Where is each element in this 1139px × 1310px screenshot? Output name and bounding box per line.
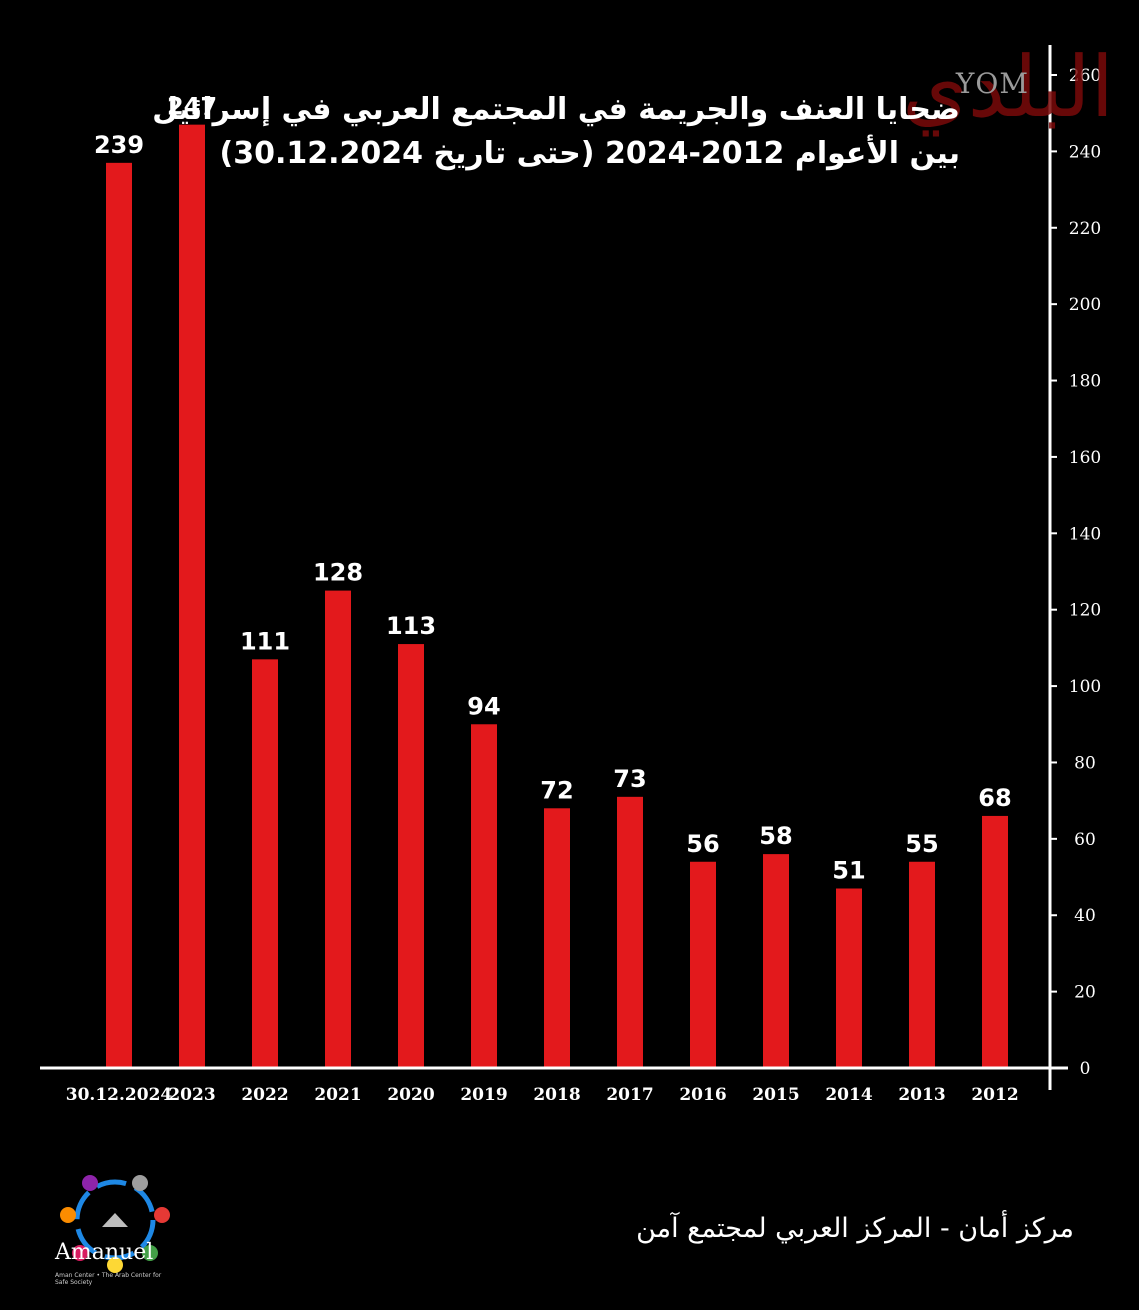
watermark-arabic: البلدي [902, 38, 1114, 136]
data-label-2021: 128 [313, 559, 363, 587]
logo-subtitle: Aman Center • The Arab Center for Safe S… [55, 1272, 162, 1286]
watermark-latin: YOM [955, 67, 1029, 100]
y-tick-label-120: 120 [1069, 601, 1101, 621]
chart-subtitle: بين الأعوام 2012-2024 (حتى تاريخ 30.12.2… [219, 136, 960, 171]
y-tick-label-260: 260 [1069, 66, 1101, 86]
bar-2017 [617, 796, 643, 1068]
data-label-2020: 113 [386, 612, 436, 640]
x-tick-2017: 2017 [606, 1085, 653, 1105]
y-tick-label-20: 20 [1074, 983, 1096, 1003]
x-tick-2012: 2012 [971, 1085, 1018, 1105]
data-label-2015: 58 [759, 822, 792, 850]
data-label-2019: 94 [467, 692, 500, 720]
data-label-2023: 247 [167, 93, 217, 121]
bars-group [106, 124, 1008, 1069]
chart-title: ضحايا العنف والجريمة في المجتمع العربي ف… [152, 92, 960, 127]
x-tick-2020: 2020 [387, 1085, 434, 1105]
y-tick-label-140: 140 [1069, 524, 1101, 544]
footer-org-name: مركز أمان - المركز العربي لمجتمع آمن [636, 1213, 1074, 1244]
aman-logo-icon [60, 1175, 170, 1273]
y-tick-label-160: 160 [1069, 448, 1101, 468]
data-label-2016: 56 [686, 830, 719, 858]
x-tick-2018: 2018 [533, 1085, 580, 1105]
data-label-2022: 111 [240, 627, 290, 655]
x-tick-30.12.2024: 30.12.2024 [66, 1085, 173, 1105]
y-tick-label-240: 240 [1069, 142, 1101, 162]
x-tick-2014: 2014 [825, 1085, 872, 1105]
y-tick-label-0: 0 [1080, 1059, 1091, 1079]
y-tick-label-220: 220 [1069, 219, 1101, 239]
x-tick-2013: 2013 [898, 1085, 945, 1105]
x-tick-2022: 2022 [241, 1085, 288, 1105]
bar-2022 [252, 659, 278, 1068]
bar-2021 [325, 590, 351, 1068]
x-tick-2016: 2016 [679, 1085, 726, 1105]
data-label-2014: 51 [832, 856, 865, 884]
data-label-30.12.2024: 239 [94, 131, 144, 159]
bar-2018 [544, 808, 570, 1068]
y-tick-labels: 0 20 40 60 80 100 120 140 160 180 200 220 240 260 [1050, 66, 1101, 1079]
y-tick-label-40: 40 [1074, 906, 1096, 926]
y-tick-label-60: 60 [1074, 830, 1096, 850]
bar-2016 [690, 861, 716, 1068]
y-tick-label-180: 180 [1069, 372, 1101, 392]
bar-2019 [471, 724, 497, 1068]
bar-2020 [398, 644, 424, 1068]
data-label-2013: 55 [905, 830, 938, 858]
x-tick-2015: 2015 [752, 1085, 799, 1105]
watermark-logo: البلدي YOM [864, 45, 1114, 155]
y-tick-label-100: 100 [1069, 677, 1101, 697]
bar-2013 [909, 861, 935, 1068]
x-tick-2019: 2019 [460, 1085, 507, 1105]
logo-name: Amanuel [55, 1240, 154, 1265]
y-tick-label-200: 200 [1069, 295, 1101, 315]
data-label-2017: 73 [613, 765, 646, 793]
data-label-2012: 68 [978, 784, 1011, 812]
data-label-2018: 72 [540, 776, 573, 804]
bar-2014 [836, 888, 862, 1068]
data-labels-group: 239 247 111 128 113 94 72 73 56 58 51 55 68 [94, 93, 1012, 885]
x-tick-2021: 2021 [314, 1085, 361, 1105]
bar-30.12.2024 [106, 162, 132, 1069]
bar-2015 [763, 854, 789, 1068]
y-tick-label-80: 80 [1074, 753, 1096, 773]
x-tick-2023: 2023 [168, 1085, 215, 1105]
bar-2012 [982, 815, 1008, 1068]
bar-2023 [179, 124, 205, 1068]
